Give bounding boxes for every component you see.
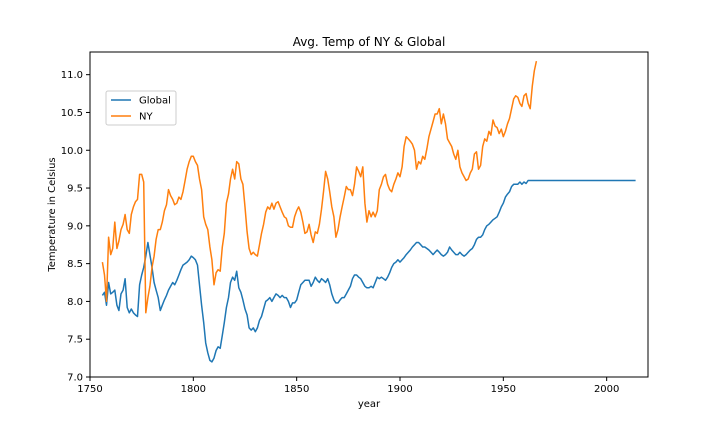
y-axis-label: Temperature in Celsius bbox=[47, 157, 58, 272]
y-tick-label: 9.0 bbox=[67, 221, 83, 232]
legend: Global NY bbox=[105, 90, 177, 126]
x-tick-label: 1900 bbox=[387, 384, 412, 395]
y-tick-label: 10.0 bbox=[61, 146, 83, 157]
y-axis: 7.0 7.5 8.0 8.5 9.0 9.5 10.0 10.5 11.0 bbox=[61, 70, 90, 384]
x-tick-label: 1750 bbox=[77, 384, 102, 395]
x-tick-label: 2000 bbox=[594, 384, 619, 395]
y-tick-label: 8.5 bbox=[67, 259, 83, 270]
legend-label: Global bbox=[139, 96, 171, 107]
series-layer bbox=[101, 60, 636, 363]
y-tick-label: 7.5 bbox=[67, 335, 83, 346]
x-axis: 1750 1800 1850 1900 1950 2000 bbox=[77, 377, 619, 395]
x-tick-label: 1800 bbox=[181, 384, 206, 395]
x-axis-label: year bbox=[358, 399, 381, 410]
axes-frame bbox=[89, 51, 649, 378]
legend-label: NY bbox=[139, 112, 153, 123]
y-tick-label: 8.0 bbox=[67, 297, 83, 308]
x-tick-label: 1950 bbox=[491, 384, 516, 395]
chart-title: Avg. Temp of NY & Global bbox=[293, 35, 446, 49]
series-line-global bbox=[101, 179, 636, 363]
y-tick-label: 7.0 bbox=[67, 373, 83, 384]
series-line-ny bbox=[101, 60, 538, 314]
y-tick-label: 11.0 bbox=[61, 70, 83, 81]
x-tick-label: 1850 bbox=[284, 384, 309, 395]
y-tick-label: 10.5 bbox=[61, 108, 83, 119]
plot-area: 1750 1800 1850 1900 1950 2000 7.0 7.5 8.0 8.5 9.0… bbox=[61, 51, 649, 395]
y-tick-label: 9.5 bbox=[67, 184, 83, 195]
